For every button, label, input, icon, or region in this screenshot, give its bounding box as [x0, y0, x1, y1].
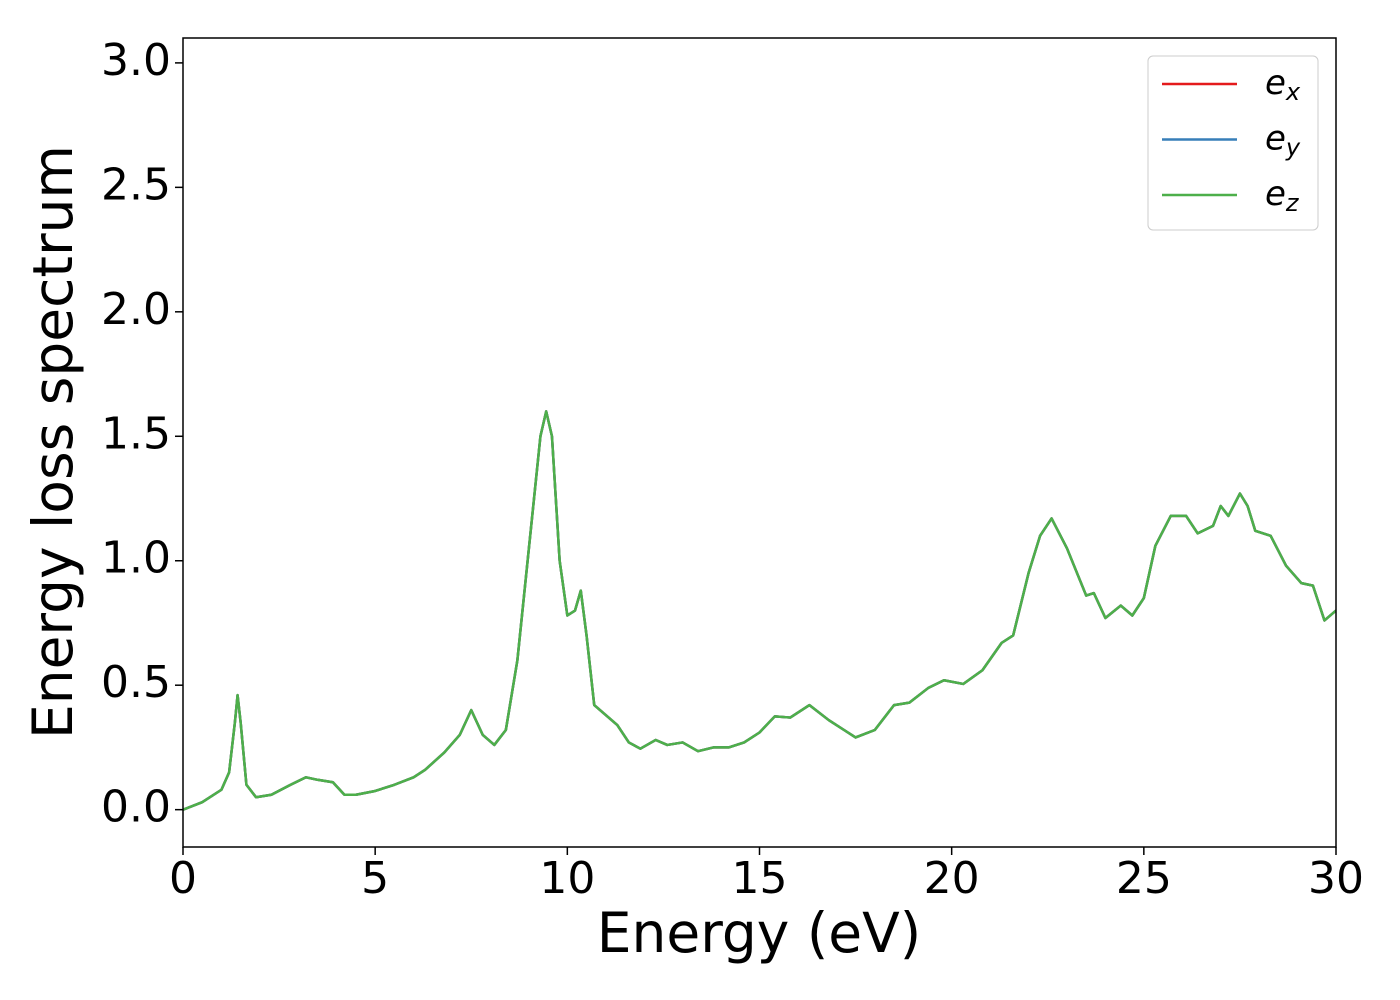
- x-tick-label: 0: [169, 853, 197, 904]
- x-tick-label: 30: [1308, 853, 1364, 904]
- y-tick-label: 2.5: [101, 159, 171, 210]
- legend-label: ey: [1265, 118, 1301, 162]
- y-tick-label: 2.0: [101, 284, 171, 335]
- x-axis-label: Energy (eV): [597, 901, 921, 965]
- legend-label: ex: [1265, 63, 1301, 107]
- y-tick-label: 1.0: [101, 533, 171, 584]
- x-tick-label: 10: [539, 853, 595, 904]
- x-tick-label: 20: [924, 853, 980, 904]
- plot-frame: [182, 37, 1337, 848]
- y-tick-label: 0.5: [101, 657, 171, 708]
- x-tick-label: 15: [732, 853, 788, 904]
- y-tick-label: 3.0: [101, 35, 171, 86]
- y-tick-label: 1.5: [101, 408, 171, 459]
- y-axis-label: Energy loss spectrum: [21, 145, 85, 739]
- data-line: [183, 410, 1336, 811]
- legend-box: [1147, 55, 1319, 231]
- y-tick-label: 0.0: [101, 782, 171, 833]
- x-tick-label: 5: [361, 853, 389, 904]
- legend-label: ez: [1265, 174, 1300, 218]
- x-tick-label: 25: [1116, 853, 1172, 904]
